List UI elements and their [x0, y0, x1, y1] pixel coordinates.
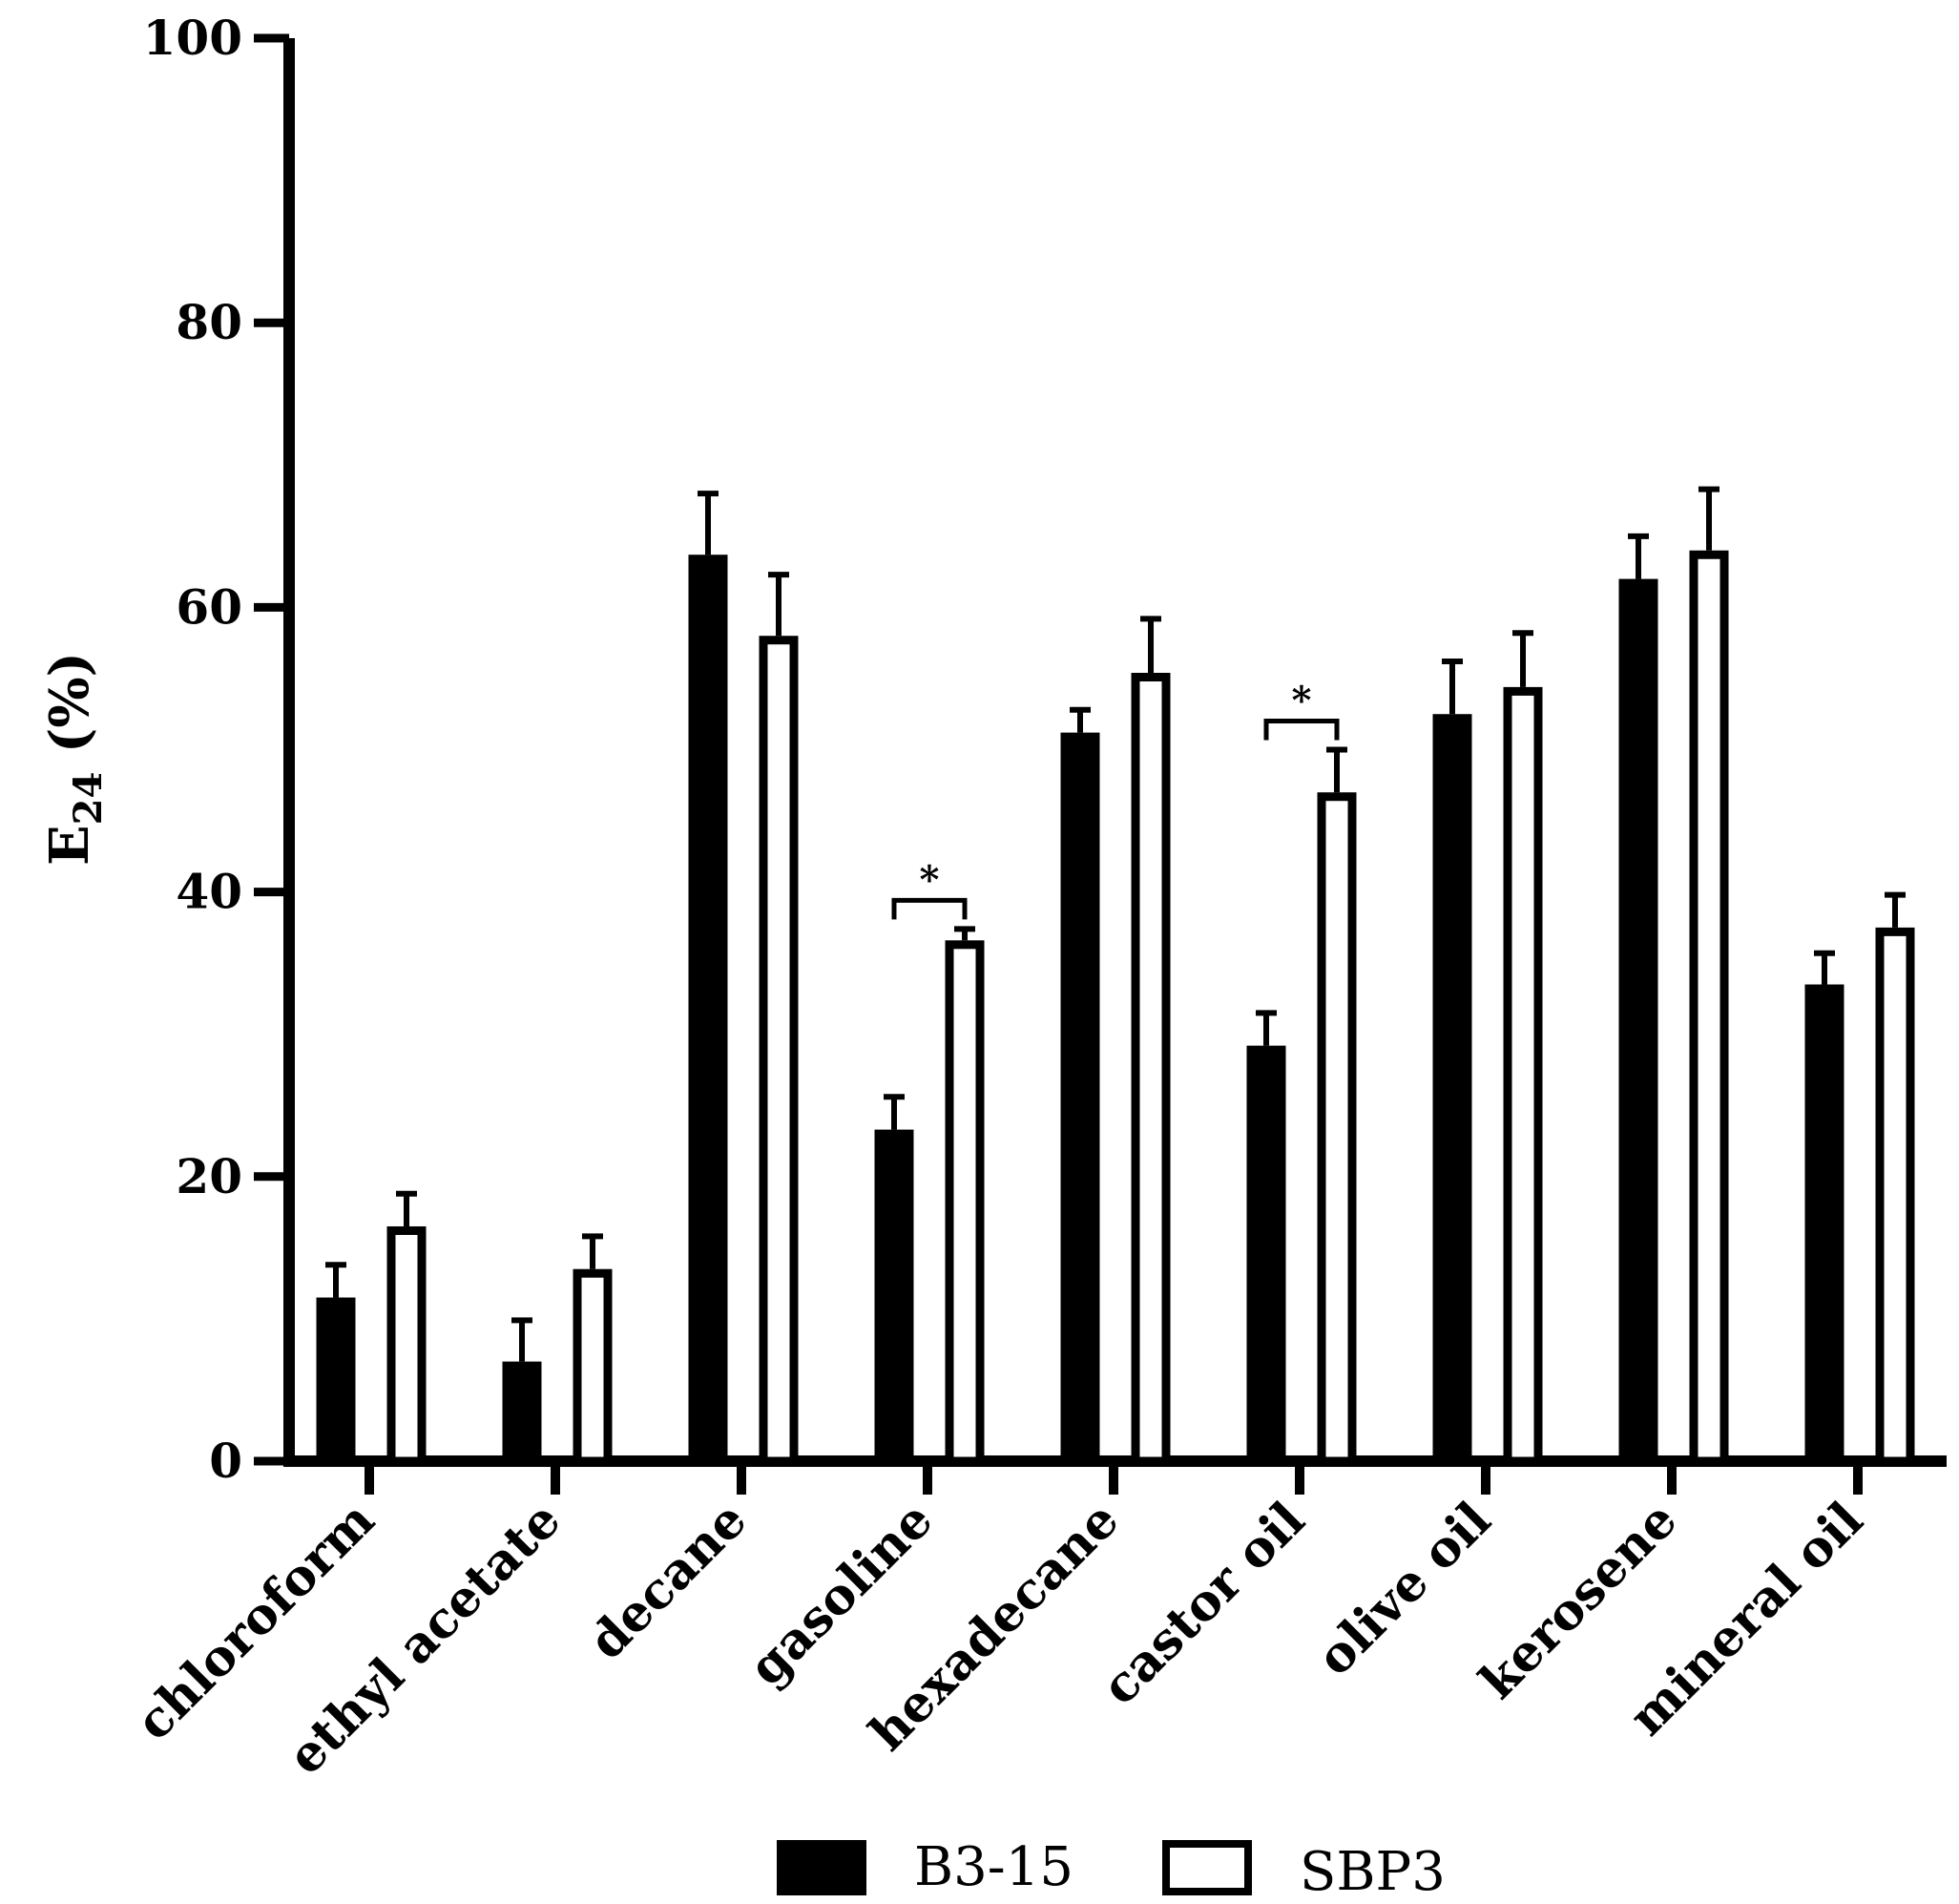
- bars: [316, 550, 1915, 1466]
- legend: B3-15 SBP3: [777, 1836, 1446, 1903]
- bar-sbp3-decane: [759, 636, 799, 1466]
- x-category-label-decane: decane: [578, 1491, 759, 1671]
- y-tick-label-20: 20: [176, 1148, 242, 1204]
- y-axis-title-suffix: (%): [38, 652, 101, 772]
- bar-sbp3-hexadecane: [1131, 672, 1171, 1466]
- x-category-label-olive-oil: olive oil: [1306, 1491, 1503, 1687]
- bar-sbp3-gasoline: [945, 940, 985, 1466]
- y-axis-title-main: E: [38, 825, 101, 866]
- y-tick-label-40: 40: [176, 864, 242, 920]
- legend-label-b3-15: B3-15: [914, 1836, 1073, 1898]
- bar-sbp3-olive-oil: [1503, 686, 1543, 1466]
- significance-bracket-gasoline: [891, 897, 968, 920]
- legend-label-sbp3: SBP3: [1300, 1841, 1446, 1903]
- significance-markers: **: [891, 679, 1340, 920]
- bar-sbp3-kerosene: [1689, 550, 1729, 1466]
- bar-b3-15-hexadecane: [1060, 732, 1100, 1461]
- bar-b3-15-olive-oil: [1432, 714, 1472, 1461]
- bar-sbp3-mineral-oil: [1875, 927, 1915, 1466]
- y-tick-label-60: 60: [176, 578, 242, 635]
- bar-sbp3-ethyl-acetate: [573, 1268, 613, 1466]
- bar-b3-15-chloroform: [316, 1297, 356, 1461]
- y-ticks: 0 20 40 60 80 100: [143, 10, 289, 1489]
- y-tick-label-80: 80: [176, 294, 242, 350]
- y-tick-label-0: 0: [209, 1433, 242, 1489]
- error-bars: [325, 486, 1906, 1362]
- significance-star-gasoline: *: [920, 857, 940, 902]
- bar-sbp3-castor-oil: [1317, 792, 1357, 1466]
- y-tick-label-100: 100: [143, 10, 242, 66]
- bar-b3-15-gasoline: [874, 1129, 914, 1461]
- significance-bracket-castor-oil: [1263, 719, 1340, 741]
- x-category-label-castor-oil: castor oil: [1091, 1491, 1316, 1716]
- legend-swatch-b3-15: [777, 1840, 866, 1895]
- y-axis-title: E24 (%): [38, 652, 111, 866]
- bar-b3-15-castor-oil: [1246, 1045, 1286, 1461]
- bar-sbp3-chloroform: [386, 1225, 427, 1466]
- bar-b3-15-ethyl-acetate: [502, 1361, 542, 1461]
- significance-star-castor-oil: *: [1292, 679, 1312, 723]
- legend-swatch-sbp3: [1162, 1840, 1252, 1895]
- bar-b3-15-decane: [688, 554, 728, 1461]
- y-axis-title-sub: 24: [66, 772, 111, 826]
- bar-b3-15-mineral-oil: [1804, 984, 1844, 1461]
- bar-b3-15-kerosene: [1618, 578, 1658, 1461]
- x-axis: [283, 1455, 1947, 1495]
